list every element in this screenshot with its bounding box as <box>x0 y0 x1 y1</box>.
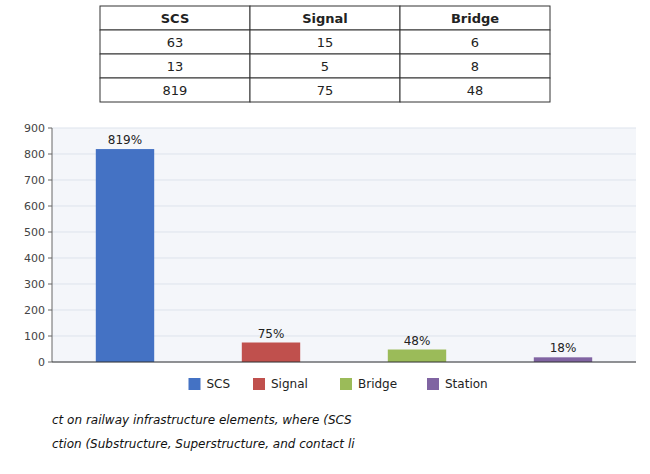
y-tick-label: 0 <box>38 356 45 369</box>
data-label: 48% <box>404 334 431 348</box>
plot-background <box>52 128 636 362</box>
legend: SCS Signal Bridge Station <box>189 377 488 391</box>
table-value: 8 <box>471 59 479 74</box>
chart-root: SCS Signal Bridge 63 15 6 13 5 8 819 75 48 0 100 200 30… <box>0 0 650 474</box>
annotation: ct on railway infrastructure elements, w… <box>52 413 352 427</box>
table-cell <box>100 6 250 30</box>
y-tick <box>48 206 52 207</box>
x-axis-line <box>52 362 636 363</box>
bar <box>242 343 300 363</box>
y-tick-label: 900 <box>24 122 45 135</box>
table-header: Bridge <box>451 11 499 26</box>
y-tick-label: 800 <box>24 148 45 161</box>
table-value: 15 <box>317 35 334 50</box>
y-tick-label: 300 <box>24 278 45 291</box>
y-tick-label: 500 <box>24 226 45 239</box>
table-cell <box>400 78 550 102</box>
table-cell <box>100 78 250 102</box>
caption: ct on railway infrastructure elements, w… <box>52 413 355 451</box>
legend-swatch <box>340 378 352 390</box>
table-cell <box>100 54 250 78</box>
legend-entry: Bridge <box>358 377 397 391</box>
table-cell <box>250 54 400 78</box>
y-tick-label: 400 <box>24 252 45 265</box>
table-cell <box>250 30 400 54</box>
y-tick-label: 200 <box>24 304 45 317</box>
table-value: 63 <box>167 35 184 50</box>
table-cell <box>400 54 550 78</box>
table-cell <box>250 6 400 30</box>
y-tick <box>48 336 52 337</box>
table: SCS Signal Bridge 63 15 6 13 5 8 819 75 48 <box>100 6 550 102</box>
table-value: 6 <box>471 35 479 50</box>
y-tick-label: 100 <box>24 330 45 343</box>
y-axis: 0 100 200 300 400 500 600 700 800 900 <box>24 122 636 369</box>
table-header: Signal <box>302 11 348 26</box>
table-cell <box>100 30 250 54</box>
data-label: 75% <box>258 327 285 341</box>
y-tick <box>48 128 52 129</box>
bar <box>96 149 154 362</box>
table-value: 5 <box>321 59 329 74</box>
y-tick-label: 600 <box>24 200 45 213</box>
y-tick-label: 700 <box>24 174 45 187</box>
y-axis-line <box>52 128 53 362</box>
legend-swatch <box>427 378 439 390</box>
legend-swatch <box>189 378 201 390</box>
bars <box>96 149 592 362</box>
y-tick <box>48 258 52 259</box>
bar <box>388 350 446 362</box>
table-value: 13 <box>167 59 184 74</box>
bar <box>534 357 592 362</box>
annotation: ction (Substructure, Superstructure, and… <box>52 437 355 451</box>
y-tick <box>48 362 52 363</box>
data-label: 18% <box>550 341 577 355</box>
table-cell <box>400 30 550 54</box>
table-cell <box>400 6 550 30</box>
y-tick <box>48 310 52 311</box>
y-tick <box>48 154 52 155</box>
table-value: 48 <box>467 83 484 98</box>
table-value: 819 <box>163 83 188 98</box>
legend-entry: SCS <box>207 377 231 391</box>
y-tick <box>48 232 52 233</box>
grid-line <box>52 128 636 129</box>
grid-line <box>52 362 636 363</box>
table-header: SCS <box>161 11 190 26</box>
y-tick <box>48 180 52 181</box>
data-label: 819% <box>108 133 142 147</box>
data-labels: 819% 75% 48% 18% <box>108 133 576 355</box>
table-cell <box>250 78 400 102</box>
legend-swatch <box>253 378 265 390</box>
y-tick <box>48 284 52 285</box>
legend-entry: Station <box>445 377 488 391</box>
table-value: 75 <box>317 83 334 98</box>
legend-entry: Signal <box>271 377 308 391</box>
